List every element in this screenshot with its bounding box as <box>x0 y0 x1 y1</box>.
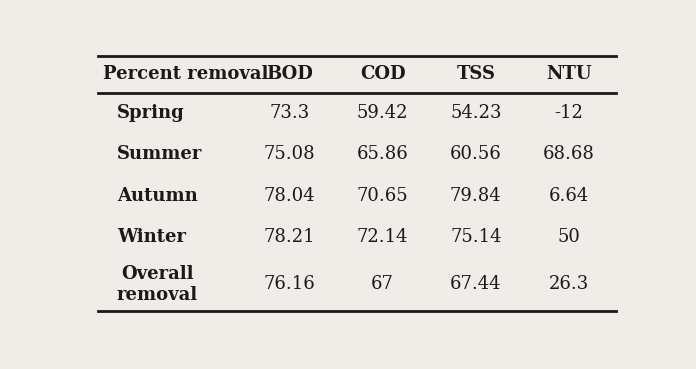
Text: BOD: BOD <box>266 65 313 83</box>
Text: Winter: Winter <box>117 228 186 246</box>
Text: Percent removal: Percent removal <box>103 65 269 83</box>
Text: TSS: TSS <box>457 65 496 83</box>
Text: 72.14: 72.14 <box>357 228 409 246</box>
Text: Overall
removal: Overall removal <box>117 265 198 304</box>
Text: 26.3: 26.3 <box>549 275 589 293</box>
Text: -12: -12 <box>555 104 583 122</box>
Text: 54.23: 54.23 <box>450 104 502 122</box>
Text: Summer: Summer <box>117 145 202 163</box>
Text: 79.84: 79.84 <box>450 187 502 204</box>
Text: 73.3: 73.3 <box>269 104 310 122</box>
Text: 78.21: 78.21 <box>264 228 315 246</box>
Text: Spring: Spring <box>117 104 184 122</box>
Text: 59.42: 59.42 <box>357 104 409 122</box>
Text: 78.04: 78.04 <box>264 187 315 204</box>
Text: 67.44: 67.44 <box>450 275 502 293</box>
Text: 76.16: 76.16 <box>264 275 315 293</box>
Text: NTU: NTU <box>546 65 592 83</box>
Text: 65.86: 65.86 <box>357 145 409 163</box>
Text: 70.65: 70.65 <box>357 187 409 204</box>
Text: 68.68: 68.68 <box>543 145 595 163</box>
Text: 6.64: 6.64 <box>549 187 589 204</box>
Text: 75.14: 75.14 <box>450 228 502 246</box>
Text: Autumn: Autumn <box>117 187 198 204</box>
Text: 60.56: 60.56 <box>450 145 502 163</box>
Text: 67: 67 <box>371 275 394 293</box>
Text: 50: 50 <box>557 228 580 246</box>
Text: 75.08: 75.08 <box>264 145 315 163</box>
Text: COD: COD <box>360 65 405 83</box>
